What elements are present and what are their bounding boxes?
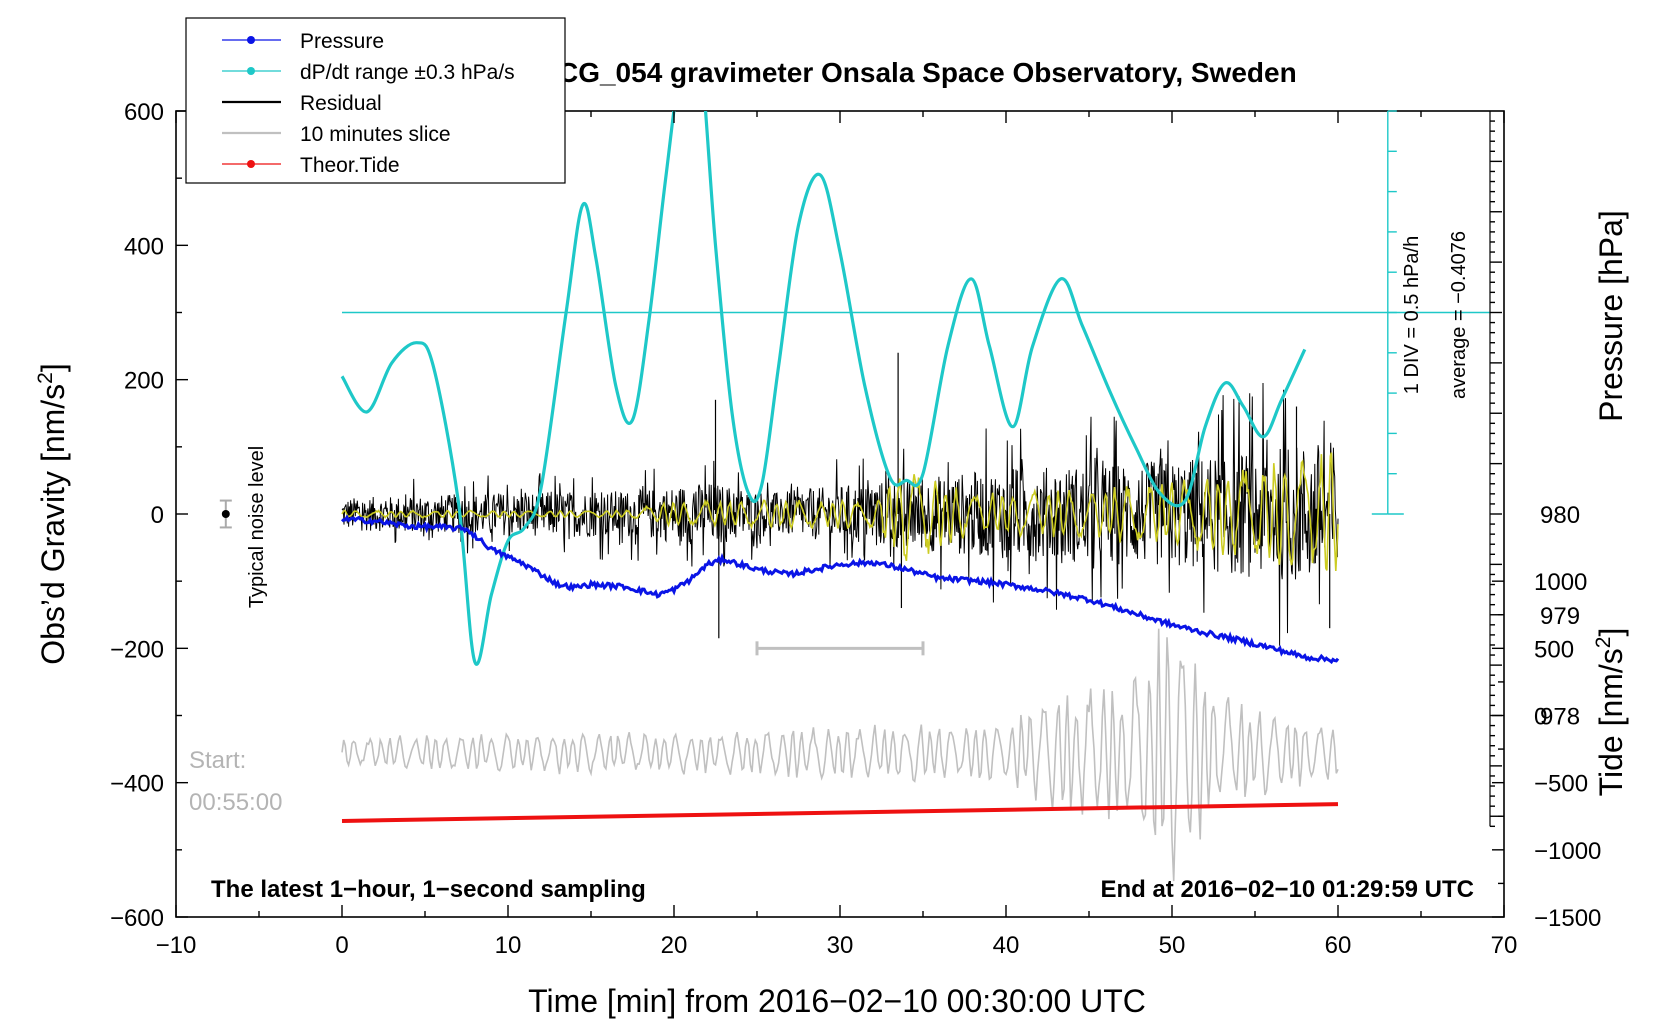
noise-label: Typical noise level	[246, 446, 268, 608]
tide-layer	[341, 802, 1339, 823]
legend-label-tide: Theor.Tide	[300, 154, 400, 177]
legend-item-dpdt: dP/dt range ±0.3 hPa/s	[222, 61, 515, 84]
x-tick-label: 30	[827, 932, 854, 959]
tide-tick-label: −500	[1534, 771, 1588, 798]
legend-label-dpdt: dP/dt range ±0.3 hPa/s	[300, 61, 515, 84]
tide-axis-label-exponent: 2	[1592, 637, 1615, 649]
y-tick-label: 200	[124, 368, 164, 395]
tide-series	[341, 802, 1339, 823]
tide-tick-label: 1000	[1534, 569, 1587, 596]
legend-label-pressure: Pressure	[300, 30, 384, 53]
dpdt-reference	[342, 110, 1490, 515]
tide-tick-label: −1500	[1534, 905, 1601, 932]
pressure-tick-label: 979	[1540, 603, 1580, 630]
legend-item-tide: Theor.Tide	[222, 154, 400, 177]
x-axis-ticks: −10 0 10 20 30 40 50 60 70	[156, 111, 1518, 959]
start-label: Start:	[189, 747, 246, 774]
legend-item-pressure: Pressure	[222, 30, 384, 53]
slice-series	[341, 628, 1339, 882]
pressure-tick-label: 980	[1540, 502, 1580, 529]
noise-layer	[219, 499, 232, 529]
dpdt-layer	[340, 111, 1307, 666]
x-tick-label: 50	[1159, 932, 1186, 959]
tide-tick-label: −1000	[1534, 838, 1601, 865]
legend-box	[185, 17, 566, 184]
y-tick-label: −200	[110, 636, 164, 663]
legend-marker-pressure	[247, 36, 255, 44]
x-tick-label: 20	[661, 932, 688, 959]
end-time-note: End at 2016−02−10 01:29:59 UTC	[1100, 876, 1474, 903]
y-axis-ticks: −600 −400 −200 0 200 400 600	[110, 99, 188, 932]
y-tick-label: 0	[151, 502, 164, 529]
tide-tick-label: 0	[1534, 704, 1547, 731]
x-tick-label: 10	[495, 932, 522, 959]
tide-axis-ticks: −1500 −1000 −500 0 500 1000	[1492, 569, 1601, 932]
filtered-layer	[341, 452, 1339, 572]
legend-item-slice: 10 minutes slice	[222, 123, 451, 146]
filtered-series	[341, 452, 1339, 572]
noise-point	[221, 510, 230, 518]
pressure-series	[340, 514, 1340, 665]
legend-item-residual: Residual	[222, 92, 382, 115]
legend-marker-tide	[247, 160, 255, 168]
legend-marker-dpdt	[247, 67, 255, 75]
x-tick-label: 70	[1491, 932, 1518, 959]
legend-label-residual: Residual	[300, 92, 382, 115]
pressure-axis-label: Pressure [hPa]	[1593, 210, 1629, 422]
pressure-layer	[340, 514, 1340, 665]
y-tick-label: 600	[124, 99, 164, 126]
dpdt-average-annotation: average = −0.4076	[1448, 231, 1470, 399]
dpdt-div-annotation: 1 DIV = 0.5 hPa/h	[1401, 236, 1423, 394]
y-tick-label: −600	[110, 905, 164, 932]
y-axis-label-exponent: 2	[34, 372, 57, 384]
tide-tick-label: 500	[1534, 636, 1574, 663]
chart-title: SCG_054 gravimeter Onsala Space Observat…	[539, 57, 1296, 88]
y-axis-label: Obs’d Gravity [nm/s2]	[34, 363, 71, 665]
tide-axis-label: Tide [nm/s2]	[1592, 628, 1629, 797]
x-axis-label: Time [min] from 2016−02−10 00:30:00 UTC	[528, 983, 1146, 1019]
slice-layer	[341, 628, 1339, 882]
legend: Pressure dP/dt range ±0.3 hPa/s Residual…	[185, 17, 566, 184]
x-tick-label: 40	[993, 932, 1020, 959]
residual-series	[341, 382, 1339, 646]
x-tick-label: 0	[335, 932, 348, 959]
start-time: 00:55:00	[189, 789, 282, 816]
x-tick-label: −10	[156, 932, 197, 959]
legend-label-slice: 10 minutes slice	[300, 123, 451, 146]
pressure-tick-label: 978	[1540, 704, 1580, 731]
y-tick-label: 400	[124, 233, 164, 260]
slice-window-marker	[755, 641, 925, 656]
sampling-note: The latest 1−hour, 1−second sampling	[211, 876, 646, 903]
dpdt-series	[340, 111, 1307, 666]
y-tick-label: −400	[110, 771, 164, 798]
x-tick-label: 60	[1325, 932, 1352, 959]
pressure-axis-ticks: 978 979 980	[1489, 111, 1580, 828]
